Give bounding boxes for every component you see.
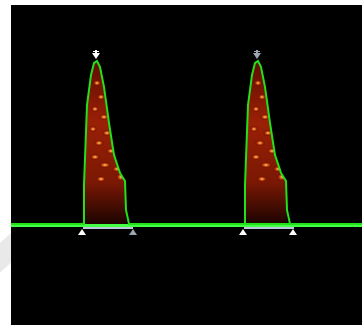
spectrogram-viewer[interactable]: [11, 5, 362, 325]
peak-marker-icon[interactable]: [253, 50, 261, 59]
envelope-pulse-2: [141, 59, 291, 225]
spectrogram-pulse-2: [245, 61, 287, 224]
triangle-up-icon[interactable]: [78, 229, 86, 235]
baseline: [11, 224, 362, 227]
envelope-pulse-1: [11, 59, 362, 225]
triangle-up-icon[interactable]: [239, 229, 247, 235]
selection-bar-pulse-1[interactable]: [83, 227, 133, 229]
peak-marker-icon[interactable]: [92, 50, 100, 59]
spectrogram-canvas[interactable]: [11, 5, 362, 325]
selection-bar-pulse-2[interactable]: [244, 227, 294, 229]
spectrogram-pulse-1: [84, 61, 126, 224]
triangle-up-icon[interactable]: [289, 229, 297, 235]
triangle-up-icon[interactable]: [129, 229, 137, 235]
